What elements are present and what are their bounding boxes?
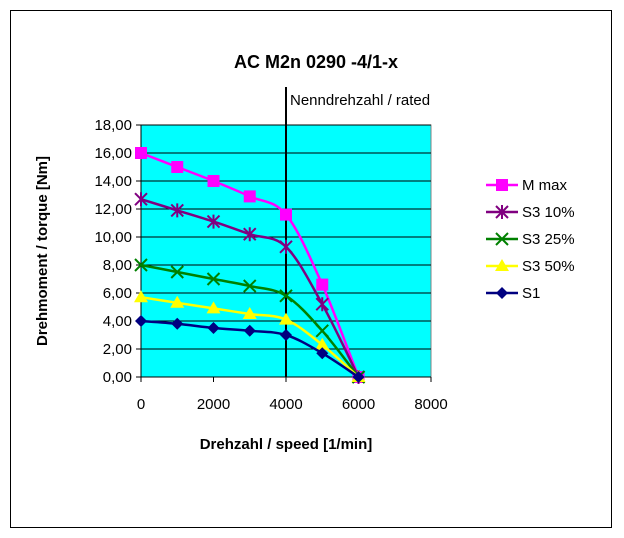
x-tick-label: 8000: [414, 396, 447, 413]
data-point-s1: [135, 315, 147, 327]
data-point-s1: [280, 329, 292, 341]
y-tick-label: 10,00: [94, 229, 132, 246]
legend-label: S3 25%: [522, 231, 575, 248]
legend-swatch-marker: [495, 232, 509, 246]
legend-label: S3 10%: [522, 204, 575, 221]
legend-swatch-marker: [495, 205, 509, 219]
legend-item-s3-25: S3 25%: [486, 231, 575, 248]
y-tick-label: 18,00: [94, 117, 132, 134]
data-point-s3-50: [206, 301, 221, 314]
x-tick-labels: 0 2000 4000 6000 8000: [137, 396, 448, 413]
y-tick-label: 6,00: [103, 285, 132, 302]
data-point-m-max: [135, 147, 147, 159]
data-point-s3-10: [206, 214, 221, 229]
legend-swatch-marker: [495, 259, 509, 271]
data-point-m-max: [171, 161, 184, 173]
y-axis-label: Drehmoment / torque [Nm]: [34, 156, 51, 346]
chart: AC M2n 0290 -4/1-x 0,00 2,00 4,00 6,00 8,00 1…: [34, 52, 575, 453]
x-tick-label: 4000: [269, 396, 302, 413]
data-point-s3-10: [134, 192, 148, 207]
y-tick-labels: 0,00 2,00 4,00 6,00 8,00 10,00 12,00 14,00 16,00…: [94, 117, 132, 386]
legend: M max S3 10% S3 25% S3 50% S1: [486, 177, 575, 302]
legend-swatch-marker: [496, 287, 508, 299]
y-tick-label: 8,00: [103, 257, 132, 274]
data-point-m-max: [243, 190, 256, 203]
y-tick-label: 4,00: [103, 313, 132, 330]
data-point-s3-10: [243, 227, 257, 242]
data-point-m-max: [207, 175, 220, 187]
x-tick-label: 2000: [197, 396, 230, 413]
series-s1: [135, 315, 365, 383]
data-point-m-max: [280, 208, 292, 221]
data-point-s3-25: [134, 258, 148, 272]
series-group: [134, 147, 366, 384]
data-point-s1: [352, 371, 365, 383]
rated-speed-label: Nenndrehzahl / rated: [290, 92, 430, 109]
data-point-s1: [207, 322, 220, 334]
x-axis-label: Drehzahl / speed [1/min]: [200, 436, 373, 453]
data-point-s1: [316, 347, 329, 360]
legend-swatch-marker: [496, 179, 508, 191]
data-point-s3-25: [206, 272, 221, 286]
y-tick-label: 16,00: [94, 145, 132, 162]
series-s3-25: [134, 258, 366, 384]
data-point-s3-25: [170, 265, 184, 279]
legend-item-s1: S1: [486, 285, 540, 302]
y-tick-label: 12,00: [94, 201, 132, 218]
data-point-s3-25: [243, 279, 257, 293]
data-point-s3-25: [279, 289, 293, 303]
data-point-s3-10: [279, 239, 293, 254]
chart-title: AC M2n 0290 -4/1-x: [234, 52, 398, 72]
legend-item-s3-10: S3 10%: [486, 204, 575, 221]
data-point-s3-10: [315, 297, 329, 312]
data-point-s3-50: [134, 290, 148, 303]
data-point-s3-50: [242, 307, 257, 319]
data-point-s3-50: [279, 312, 293, 325]
data-point-m-max: [316, 278, 329, 291]
y-tick-label: 0,00: [103, 369, 132, 386]
data-point-s1: [243, 324, 256, 337]
chart-frame: AC M2n 0290 -4/1-x 0,00 2,00 4,00 6,00 8,00 1…: [10, 10, 612, 528]
data-point-s1: [171, 317, 184, 330]
legend-item-s3-50: S3 50%: [486, 258, 575, 275]
legend-label: S1: [522, 285, 540, 302]
legend-label: M max: [522, 177, 568, 194]
rated-speed-marker: Nenndrehzahl / rated: [285, 87, 430, 377]
data-point-s3-10: [170, 203, 184, 218]
y-tick-label: 14,00: [94, 173, 132, 190]
legend-item-m-max: M max: [486, 177, 568, 194]
x-tick-label: 6000: [342, 396, 375, 413]
y-tick-label: 2,00: [103, 341, 132, 358]
data-point-s3-50: [170, 295, 185, 308]
data-point-s3-25: [315, 324, 329, 338]
x-tick-label: 0: [137, 396, 145, 413]
legend-label: S3 50%: [522, 258, 575, 275]
data-point-s3-50: [315, 337, 330, 350]
